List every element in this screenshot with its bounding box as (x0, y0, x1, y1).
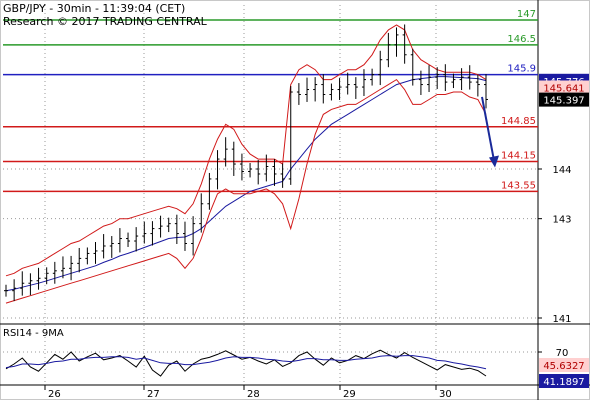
forecast-arrowhead (489, 155, 499, 168)
level-label: 144.85 (501, 116, 536, 127)
rsi-series-rsi-ma (5, 355, 487, 370)
level-label: 144.15 (501, 151, 536, 162)
rsi-tag: 45.6327 (539, 358, 589, 372)
y-tick-label: 141 (552, 314, 571, 325)
series-moving-average (5, 76, 487, 292)
x-tick-label: 29 (343, 389, 356, 400)
chart-subtitle: Research © 2017 TRADING CENTRAL (3, 15, 207, 28)
x-tick-label: 27 (147, 389, 160, 400)
forecast-arrow (481, 96, 495, 161)
level-label: 145.9 (507, 64, 536, 75)
price-tag-label: 41.1897 (543, 377, 584, 388)
price-tag-label: 145.397 (543, 96, 584, 107)
price-tag-label: 145.641 (543, 83, 584, 94)
x-tick-label: 26 (48, 389, 61, 400)
rsi-tag: 41.1897 (539, 374, 589, 388)
series-upper-band (5, 24, 487, 277)
price-tag: 145.397 (539, 92, 589, 107)
chart-title: GBP/JPY - 30min - 11:39:04 (CET) (3, 2, 186, 15)
level-label: 147 (517, 9, 536, 20)
x-tick-label: 28 (247, 389, 260, 400)
rsi-tick-label: 70 (556, 348, 569, 359)
y-tick-label: 144 (552, 165, 571, 176)
rsi-series-rsi (5, 349, 487, 377)
y-tick-label: 143 (552, 215, 571, 226)
x-tick-label: 30 (439, 389, 452, 400)
series-lower-band (5, 78, 487, 304)
level-label: 146.5 (507, 34, 536, 45)
rsi-title: RSI14 - 9MA (3, 328, 64, 339)
price-tag-label: 45.6327 (543, 361, 584, 372)
price-tag: 145.641 (539, 80, 589, 95)
level-label: 143.55 (501, 180, 536, 191)
